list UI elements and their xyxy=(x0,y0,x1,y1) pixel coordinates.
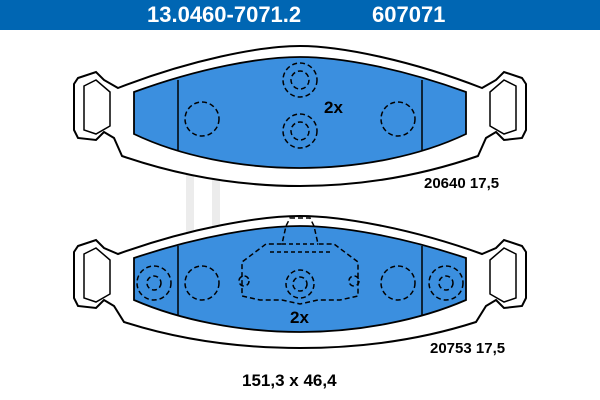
lower-brake-pad xyxy=(73,214,527,350)
reference-number: 607071 xyxy=(372,2,446,27)
title-bar: 13.0460-7071.2 607071 xyxy=(0,0,600,30)
upper-quantity-label: 2x xyxy=(324,98,343,117)
lower-hole-markers xyxy=(136,265,464,301)
upper-friction-pad xyxy=(133,56,467,169)
lower-code-label: 20753 17,5 xyxy=(430,340,506,357)
lower-clip-outline xyxy=(241,217,359,305)
lower-quantity-label: 2x xyxy=(290,308,309,327)
part-number: 13.0460-7071.2 xyxy=(147,2,302,27)
dimensions-label: 151,3 x 46,4 xyxy=(242,371,337,390)
lower-friction-pad xyxy=(133,225,467,333)
upper-brake-pad xyxy=(73,44,527,188)
upper-code-label: 20640 17,5 xyxy=(424,175,500,192)
upper-hole-markers xyxy=(184,62,416,149)
